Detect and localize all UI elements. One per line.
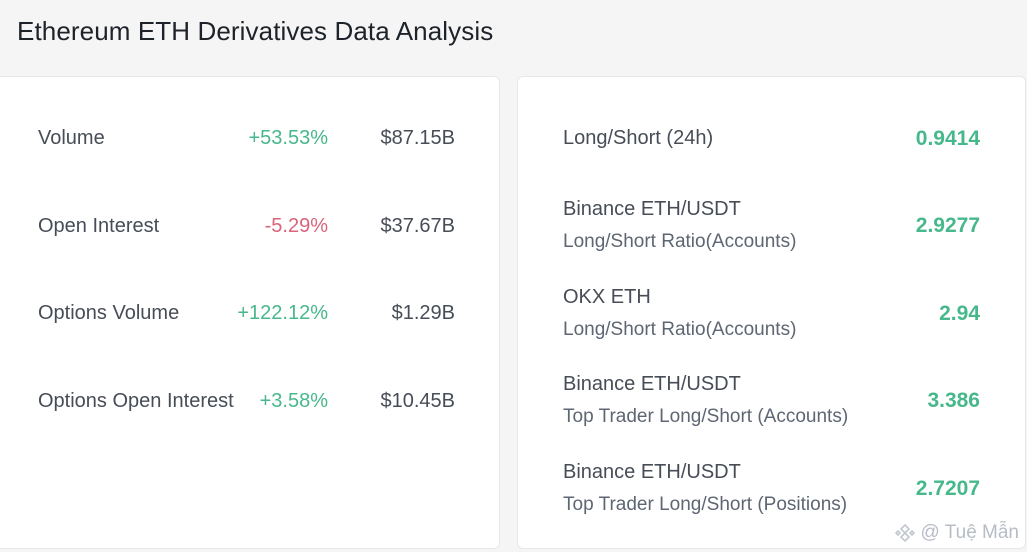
long-short-ratio-card: Long/Short (24h) 0.9414 Binance ETH/USDT… bbox=[517, 76, 1026, 549]
watermark-author: @ Tuệ Mẫn bbox=[920, 522, 1020, 543]
ratio-value: 3.386 bbox=[927, 389, 980, 412]
page-title: Ethereum ETH Derivatives Data Analysis bbox=[17, 16, 494, 46]
stat-change: +3.58% bbox=[259, 390, 328, 412]
ratio-label: Binance ETH/USDT bbox=[563, 198, 741, 220]
ratio-sublabel: Long/Short Ratio(Accounts) bbox=[563, 231, 797, 252]
stat-value: $10.45B bbox=[380, 390, 455, 412]
author-watermark: @ Tuệ Mẫn bbox=[894, 522, 1020, 544]
stat-row-options-volume: Options Volume +122.12% $1.29B bbox=[38, 302, 455, 332]
market-stats-card: Volume +53.53% $87.15B Open Interest -5.… bbox=[0, 76, 500, 549]
stat-row-open-interest: Open Interest -5.29% $37.67B bbox=[38, 215, 455, 245]
ratio-value: 0.9414 bbox=[915, 127, 980, 150]
stat-change: +53.53% bbox=[248, 127, 328, 149]
ratio-row-binance-top-trader-positions: Binance ETH/USDT Top Trader Long/Short (… bbox=[563, 461, 980, 521]
stat-row-volume: Volume +53.53% $87.15B bbox=[38, 127, 455, 157]
stat-row-options-open-interest: Options Open Interest +3.58% $10.45B bbox=[38, 390, 455, 420]
ratio-value: 2.9277 bbox=[915, 214, 980, 237]
ratio-row-binance-accounts: Binance ETH/USDT Long/Short Ratio(Accoun… bbox=[563, 198, 980, 258]
ratio-sublabel: Long/Short Ratio(Accounts) bbox=[563, 319, 797, 340]
ratio-label: OKX ETH bbox=[563, 286, 651, 308]
ratio-label: Binance ETH/USDT bbox=[563, 461, 741, 483]
stat-value: $1.29B bbox=[391, 302, 455, 324]
stat-label: Volume bbox=[38, 127, 105, 149]
ratio-sublabel: Top Trader Long/Short (Accounts) bbox=[563, 406, 849, 427]
stat-change: -5.29% bbox=[264, 215, 328, 237]
ratio-row-okx-accounts: OKX ETH Long/Short Ratio(Accounts) 2.94 bbox=[563, 286, 980, 346]
ratio-label: Binance ETH/USDT bbox=[563, 373, 741, 395]
stat-label: Open Interest bbox=[38, 215, 160, 237]
ratio-value: 2.7207 bbox=[915, 477, 980, 500]
stat-change: +122.12% bbox=[237, 302, 328, 324]
stat-label: Options Volume bbox=[38, 302, 180, 324]
ratio-label: Long/Short (24h) bbox=[563, 127, 714, 149]
ratio-value: 2.94 bbox=[939, 302, 980, 325]
ratio-row-binance-top-trader-accounts: Binance ETH/USDT Top Trader Long/Short (… bbox=[563, 373, 980, 433]
stat-label: Options Open Interest bbox=[38, 390, 234, 412]
binance-square-logo-icon bbox=[894, 523, 915, 543]
stat-value: $87.15B bbox=[380, 127, 455, 149]
ratio-sublabel: Top Trader Long/Short (Positions) bbox=[563, 494, 848, 515]
ratio-row-long-short-24h: Long/Short (24h) 0.9414 bbox=[563, 127, 980, 157]
stat-value: $37.67B bbox=[380, 215, 455, 237]
